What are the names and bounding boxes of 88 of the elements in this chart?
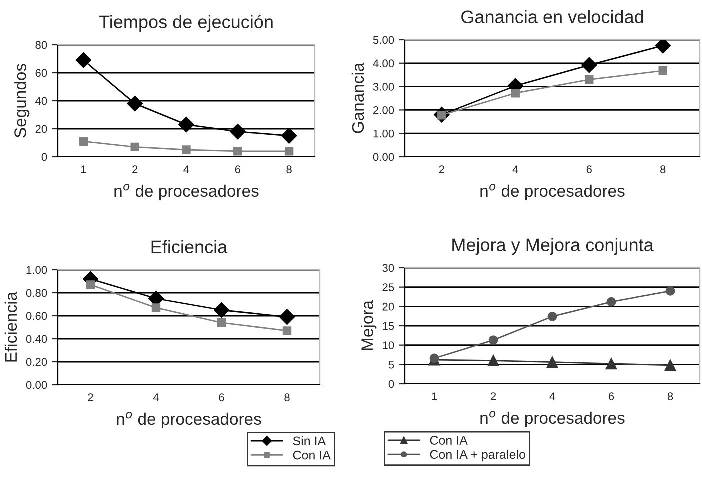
point [79,137,88,146]
y-tick-label: 20 [382,302,394,311]
point [182,146,191,154]
x-axis-title: n$^{o}$ de procesadores [480,184,625,200]
y-tick-label: 0 [42,153,48,162]
point [281,128,298,144]
y-axis-title: Ganancia [352,62,364,134]
point [488,355,500,367]
x-tick-label: 8 [284,394,290,402]
y-tick-label: 0.20 [26,358,48,366]
y-tick-label: 3.00 [373,83,394,91]
point [127,96,143,112]
x-tick-label: 1 [81,166,86,174]
point [76,52,92,68]
chart-title: Tiempos de ejecución [99,15,273,32]
point [546,356,558,368]
y-axis-title: Segundos [14,64,30,138]
point [230,124,246,140]
point [214,302,230,318]
x-axis-title: n$^{o}$ de procesadores [117,412,262,428]
y-tick-label: 0.80 [26,289,48,298]
x-tick-label: 6 [219,394,224,402]
x-axis-title: n$^{o}$ de procesadores [480,411,625,428]
y-tick-label: 2.00 [374,106,394,114]
point [430,354,440,364]
x-tick-label: 8 [668,392,674,400]
x-tick-label: 4 [184,166,190,174]
y-axis-title: Eficiencia [4,292,18,362]
x-tick-label: 4 [512,166,518,174]
point [488,336,498,345]
legend-label: Con IA + paralelo [430,450,526,462]
y-tick-label: 10 [383,342,394,350]
point [217,318,226,328]
legend-label: Sin IA [293,436,326,446]
point [234,147,242,156]
y-tick-label: 5 [388,361,394,369]
x-tick-label: 2 [88,394,94,402]
y-tick-label: 60 [36,69,48,78]
y-tick-label: 1.00 [26,266,48,274]
point [548,312,558,322]
y-tick-label: 4.00 [373,60,394,68]
x-tick-label: 4 [550,392,556,400]
x-tick-label: 6 [608,392,614,400]
x-tick-label: 4 [153,394,160,402]
point [581,57,598,74]
point [152,304,161,312]
legend-label: Con IA [293,450,331,460]
x-tick-label: 6 [235,166,240,174]
chart-title: Mejora y Mejora conjunta [452,238,654,256]
point [606,297,616,307]
point [279,309,296,326]
x-tick-label: 8 [660,166,666,174]
y-tick-label: 0.00 [26,381,48,390]
y-tick-label: 80 [36,41,48,50]
x-tick-label: 2 [439,166,444,174]
y-tick-label: 0.60 [26,312,48,320]
point [664,360,676,372]
point [666,286,676,296]
y-tick-label: 0.00 [373,153,394,162]
x-tick-label: 6 [586,166,592,174]
y-tick-label: 20 [36,125,48,134]
y-tick-label: 0.40 [26,335,48,344]
legend-label: Con IA [430,436,468,445]
point [655,40,672,54]
point [585,75,594,84]
x-tick-label: 2 [132,166,138,174]
y-tick-label: 30 [382,264,394,272]
point [282,326,292,336]
chart-title: Eficiencia [152,240,228,254]
point [130,142,140,152]
x-axis-title: n$^{o}$ de procesadores [114,184,259,200]
point [606,358,618,370]
point [511,89,520,98]
x-tick-label: 8 [286,166,292,174]
y-tick-label: 40 [35,97,48,106]
y-tick-label: 0 [388,380,394,388]
chart-title: Ganancia en velocidad [462,10,644,24]
y-tick-label: 25 [382,284,394,292]
point [178,116,194,133]
x-tick-label: 1 [432,392,438,400]
y-axis-title: Mejora [361,300,377,350]
y-tick-label: 5.00 [373,36,394,44]
y-tick-label: 15 [383,322,394,330]
y-tick-label: 1.00 [374,130,394,138]
point [658,66,668,76]
point [86,280,96,290]
x-tick-label: 2 [490,392,496,400]
point [284,147,294,156]
